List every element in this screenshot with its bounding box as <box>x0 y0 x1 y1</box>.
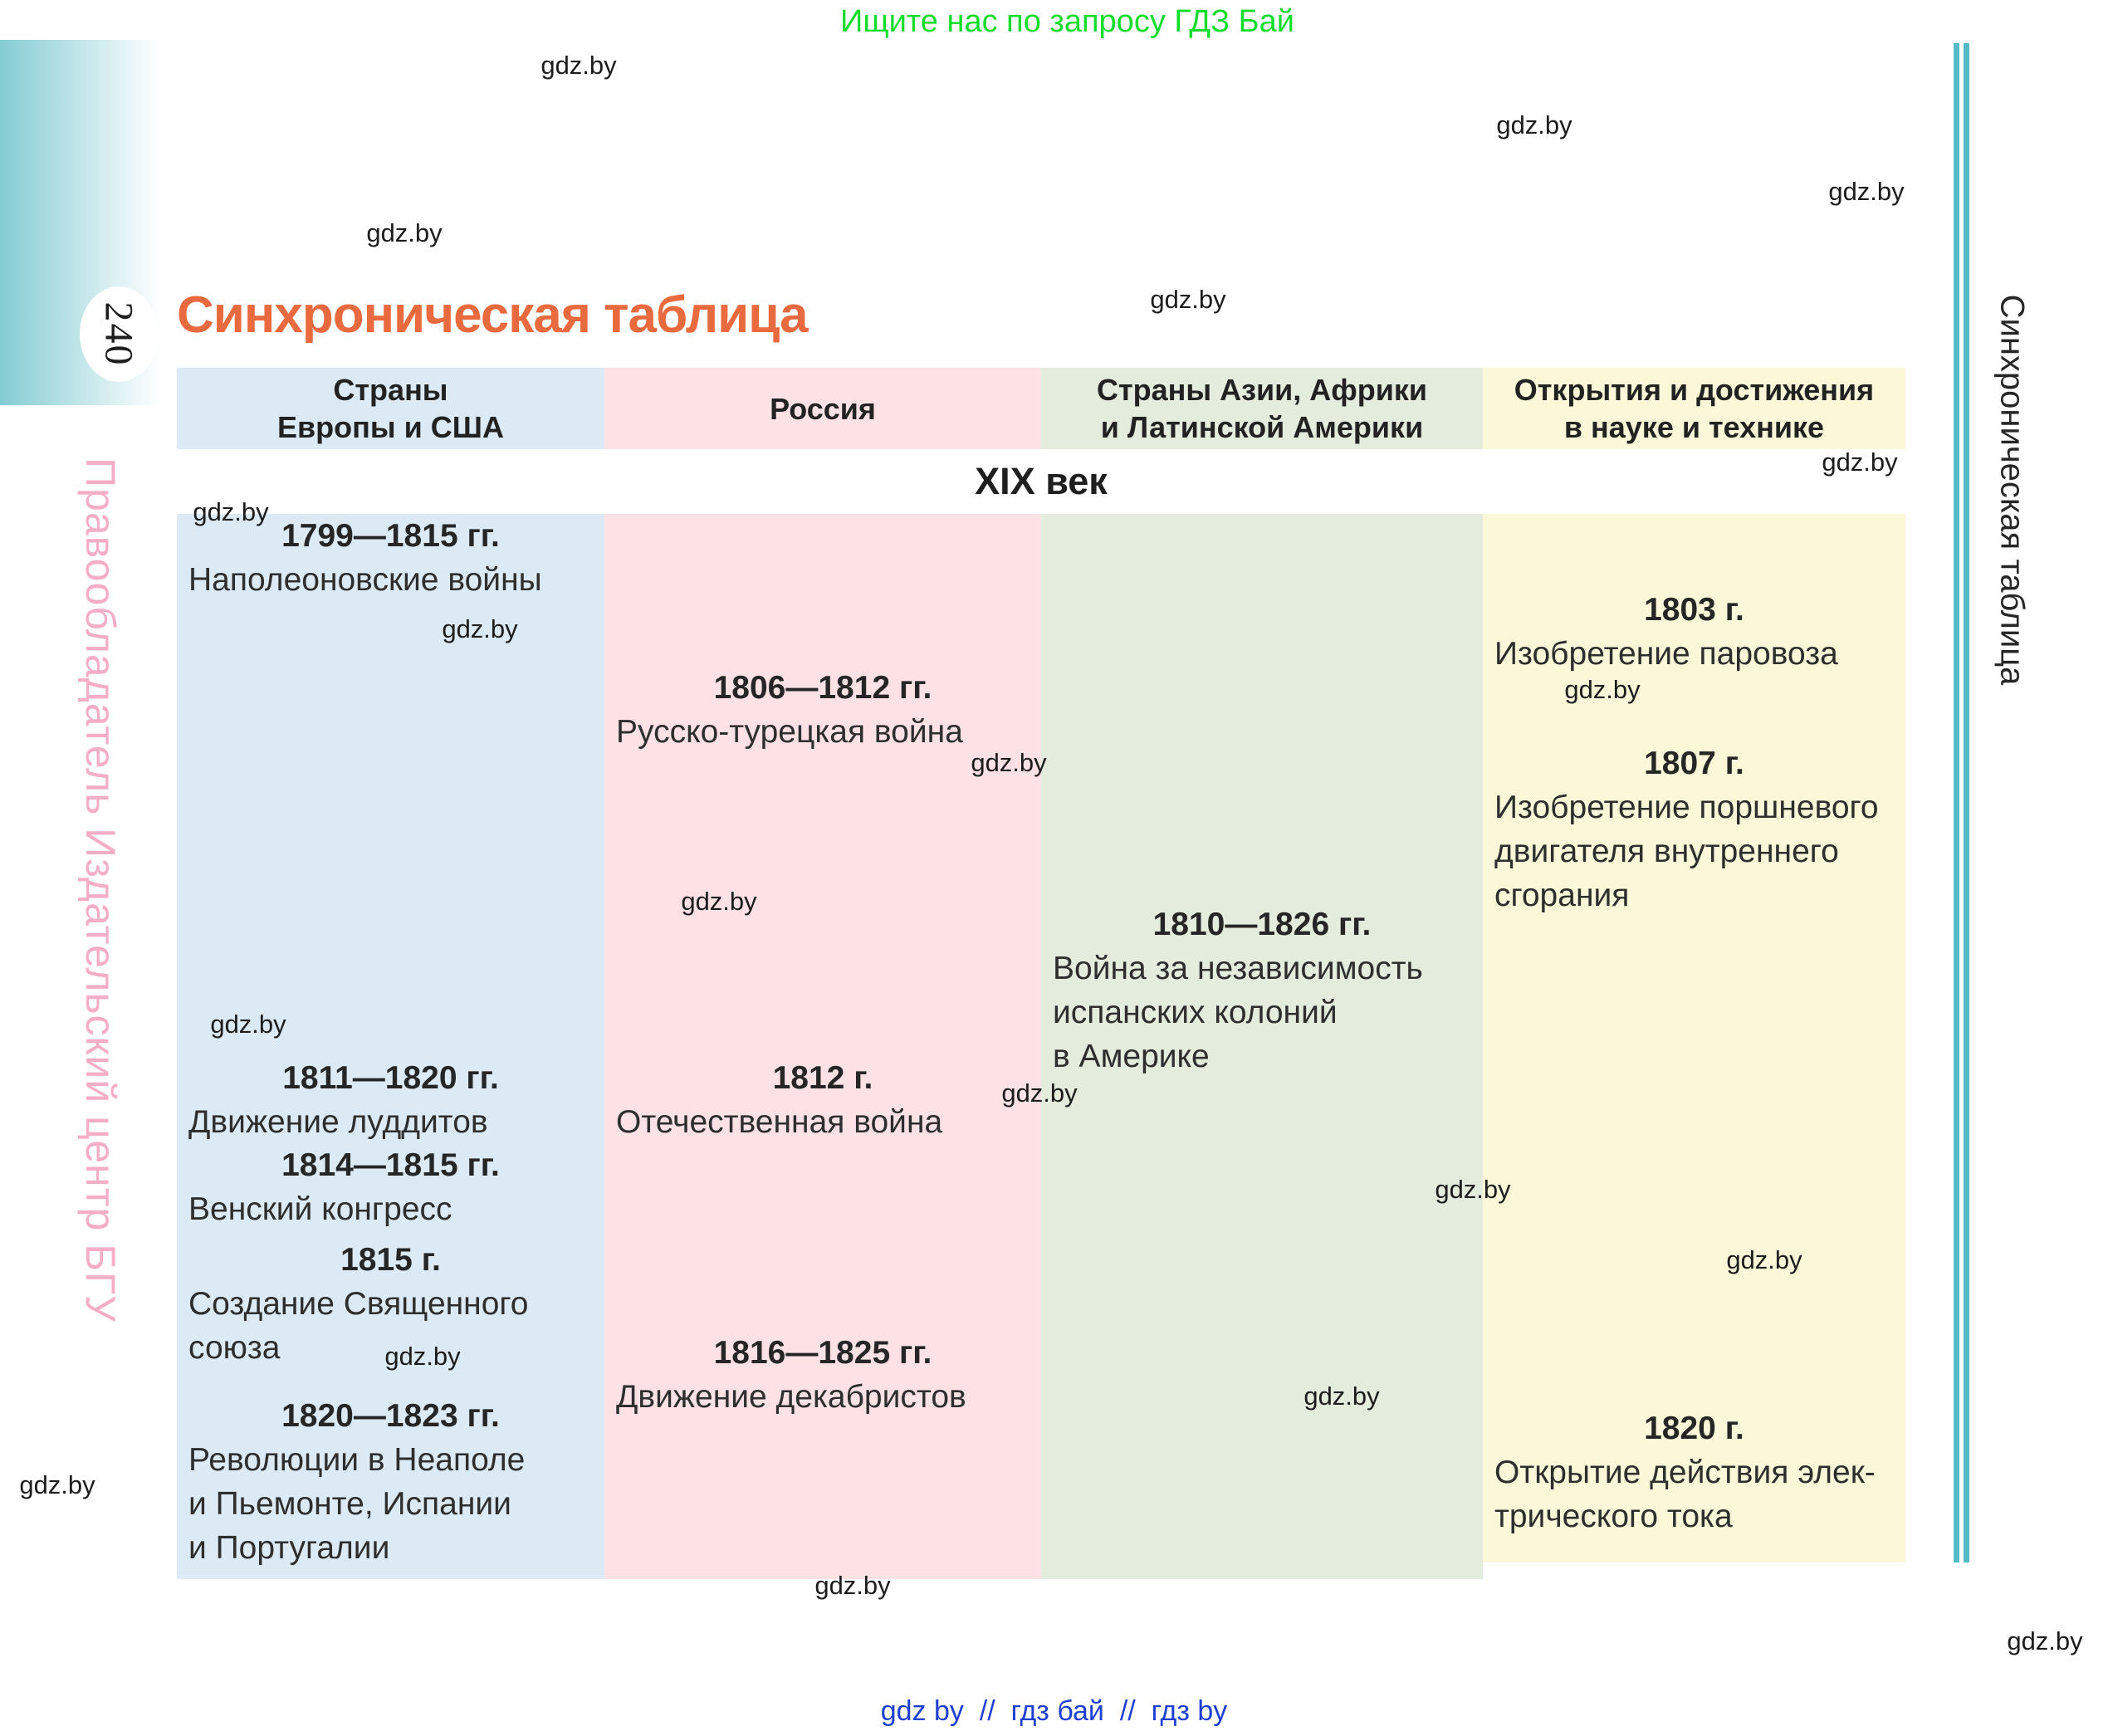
event-entry: 1812 г. Отечественная война <box>604 1056 1041 1144</box>
table-column: 1803 г. Изобретение паровоза 1807 г. Изобре… <box>1483 514 1905 1562</box>
page-number: 240 <box>96 301 141 367</box>
column-header: Страны Азии, Африки и Латинской Америки <box>1041 368 1483 449</box>
event-description: Движение луддитов <box>188 1104 488 1140</box>
event-date: 1803 г. <box>1644 592 1744 628</box>
synchronic-table: Страны Европы и США Россия Страны Азии, Аф… <box>177 368 1905 1579</box>
event-description: Создание Священного союза <box>188 1286 529 1366</box>
watermark: gdz.by <box>540 51 617 80</box>
page-title: Синхроническая таблица <box>177 286 809 344</box>
event-entry: 1816—1825 гг. Движение декабристов <box>604 1331 1041 1419</box>
column-header: Страны Европы и США <box>177 368 604 449</box>
copyright-sidebar-text: Правообладатель Издательский центр БГУ <box>77 457 124 1323</box>
promo-banner: Ищите нас по запросу ГДЗ Бай <box>840 4 1294 39</box>
watermark: gdz.by <box>193 497 269 526</box>
event-description: Отечественная война <box>616 1104 943 1140</box>
watermark: gdz.by <box>1496 110 1572 139</box>
event-description: Движение декабристов <box>616 1379 966 1415</box>
table-column: 1806—1812 гг. Русско-турецкая война 1812 г… <box>604 514 1041 1579</box>
event-entry: 1811—1820 гг. Движение луддитов <box>177 1056 604 1144</box>
event-date: 1807 г. <box>1644 746 1744 781</box>
watermark: gdz.by <box>2007 1626 2083 1655</box>
page-number-badge: 240 <box>80 286 158 382</box>
event-date: 1810—1826 гг. <box>1152 907 1372 942</box>
watermark: gdz.by <box>971 748 1047 777</box>
margin-rule-line-outer <box>1954 43 1959 1562</box>
watermark: gdz.by <box>1435 1175 1511 1204</box>
event-date: 1820—1823 гг. <box>281 1398 500 1434</box>
table-header-row: Страны Европы и США Россия Страны Азии, Аф… <box>177 368 1905 449</box>
event-date: 1799—1815 гг. <box>281 518 500 554</box>
table-body: 1799—1815 гг. Наполеоновские войны 1811—18… <box>177 514 1905 1579</box>
event-entry: 1803 г. Изобретение паровоза <box>1483 588 1905 676</box>
watermark: gdz.by <box>19 1470 95 1499</box>
watermark: gdz.by <box>1822 447 1898 477</box>
event-date: 1816—1825 гг. <box>713 1335 932 1371</box>
event-description: Революции в Неаполе и Пьемонте, Испании … <box>188 1442 526 1566</box>
event-date: 1812 г. <box>772 1060 873 1096</box>
watermark: gdz.by <box>681 887 757 916</box>
table-column: 1810—1826 гг. Война за независимость испа… <box>1041 514 1483 1579</box>
event-date: 1820 г. <box>1644 1411 1744 1446</box>
watermark: gdz.by <box>210 1010 286 1039</box>
event-date: 1814—1815 гг. <box>281 1147 500 1183</box>
century-row-label: XIX век <box>975 460 1108 502</box>
event-entry: 1815 г. Создание Священного союза <box>177 1238 604 1370</box>
event-date: 1815 г. <box>340 1242 441 1278</box>
watermark: gdz.by <box>442 614 518 643</box>
event-description: Война за независимость испанских колоний… <box>1053 951 1423 1074</box>
margin-rule-line-inner <box>1964 43 1969 1562</box>
watermark: gdz.by <box>366 218 443 247</box>
event-description: Русско-турецкая война <box>616 714 963 750</box>
watermark: gdz.by <box>1828 177 1905 206</box>
watermark: gdz.by <box>384 1342 461 1371</box>
watermark: gdz.by <box>1303 1381 1380 1411</box>
event-date: 1806—1812 гг. <box>713 670 932 706</box>
watermark: gdz.by <box>1726 1245 1802 1274</box>
event-entry: 1810—1826 гг. Война за независимость испа… <box>1041 902 1483 1078</box>
event-entry: 1807 г. Изобретение поршневого двигателя … <box>1483 741 1905 917</box>
watermark: gdz.by <box>1564 675 1641 704</box>
column-header: Открытия и достижения в науке и технике <box>1483 368 1905 449</box>
event-entry: 1820—1823 гг. Революции в Неаполе и Пьемо… <box>177 1394 604 1570</box>
margin-caption: Синхроническая таблица <box>1993 294 2031 686</box>
event-description: Венский конгресс <box>188 1191 452 1227</box>
event-entry: 1820 г. Открытие действия элек- трическог… <box>1483 1406 1905 1538</box>
watermark: gdz.by <box>814 1571 891 1600</box>
footer-links[interactable]: gdz by // гдз бай // гдз by <box>880 1695 1228 1727</box>
watermark: gdz.by <box>1150 285 1226 314</box>
event-description: Открытие действия элек- трического тока <box>1494 1455 1876 1534</box>
event-description: Изобретение поршневого двигателя внутрен… <box>1494 790 1879 913</box>
table-column: 1799—1815 гг. Наполеоновские войны 1811—18… <box>177 514 604 1579</box>
event-description: Изобретение паровоза <box>1494 636 1838 672</box>
event-entry: 1814—1815 гг. Венский конгресс <box>177 1143 604 1231</box>
event-entry: 1806—1812 гг. Русско-турецкая война <box>604 666 1041 754</box>
event-description: Наполеоновские войны <box>188 562 542 598</box>
event-date: 1811—1820 гг. <box>282 1060 499 1096</box>
column-header: Россия <box>604 368 1041 449</box>
event-entry: 1799—1815 гг. Наполеоновские войны <box>177 514 604 602</box>
watermark: gdz.by <box>1001 1078 1078 1108</box>
